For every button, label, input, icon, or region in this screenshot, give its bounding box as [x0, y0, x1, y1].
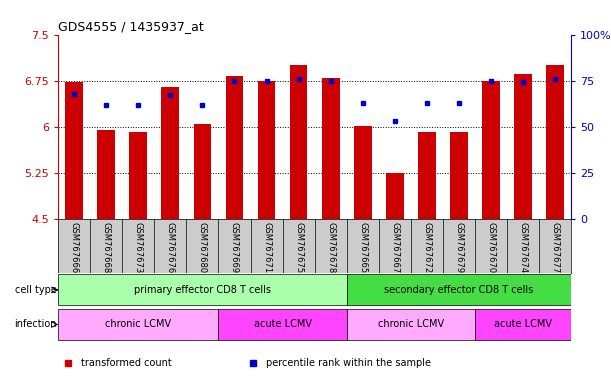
Bar: [225, 76, 243, 219]
Bar: [475, 309, 571, 340]
Bar: [322, 78, 340, 219]
Bar: [290, 65, 307, 219]
Bar: [386, 173, 404, 219]
Text: GSM767674: GSM767674: [519, 222, 528, 273]
Text: GSM767671: GSM767671: [262, 222, 271, 273]
Text: GSM767670: GSM767670: [486, 222, 496, 273]
Bar: [58, 275, 347, 306]
Text: GSM767675: GSM767675: [294, 222, 303, 273]
Text: GSM767676: GSM767676: [166, 222, 175, 273]
Text: acute LCMV: acute LCMV: [254, 319, 312, 329]
Bar: [194, 124, 211, 219]
Text: primary effector CD8 T cells: primary effector CD8 T cells: [134, 285, 271, 295]
Text: GSM767667: GSM767667: [390, 222, 400, 273]
Text: GSM767677: GSM767677: [551, 222, 560, 273]
Text: GSM767680: GSM767680: [198, 222, 207, 273]
Text: chronic LCMV: chronic LCMV: [105, 319, 171, 329]
Bar: [58, 309, 219, 340]
Bar: [258, 81, 276, 219]
Text: chronic LCMV: chronic LCMV: [378, 319, 444, 329]
Text: GSM767669: GSM767669: [230, 222, 239, 273]
Bar: [546, 65, 564, 219]
Text: infection: infection: [15, 319, 57, 329]
Bar: [97, 130, 115, 219]
Bar: [514, 74, 532, 219]
Bar: [418, 132, 436, 219]
Text: percentile rank within the sample: percentile rank within the sample: [266, 358, 431, 368]
Bar: [347, 309, 475, 340]
Bar: [482, 81, 500, 219]
Text: GSM767665: GSM767665: [358, 222, 367, 273]
Text: secondary effector CD8 T cells: secondary effector CD8 T cells: [384, 285, 533, 295]
Bar: [219, 309, 347, 340]
Bar: [354, 126, 371, 219]
Text: GSM767679: GSM767679: [455, 222, 464, 273]
Text: GSM767666: GSM767666: [70, 222, 79, 273]
Bar: [130, 132, 147, 219]
Text: acute LCMV: acute LCMV: [494, 319, 552, 329]
Bar: [450, 132, 468, 219]
Text: GSM767673: GSM767673: [134, 222, 143, 273]
Text: GDS4555 / 1435937_at: GDS4555 / 1435937_at: [58, 20, 204, 33]
Bar: [161, 87, 179, 219]
Text: GSM767678: GSM767678: [326, 222, 335, 273]
Bar: [65, 83, 83, 219]
Text: GSM767668: GSM767668: [101, 222, 111, 273]
Bar: [347, 275, 571, 306]
Text: transformed count: transformed count: [81, 358, 172, 368]
Text: GSM767672: GSM767672: [422, 222, 431, 273]
Text: cell type: cell type: [15, 285, 57, 295]
